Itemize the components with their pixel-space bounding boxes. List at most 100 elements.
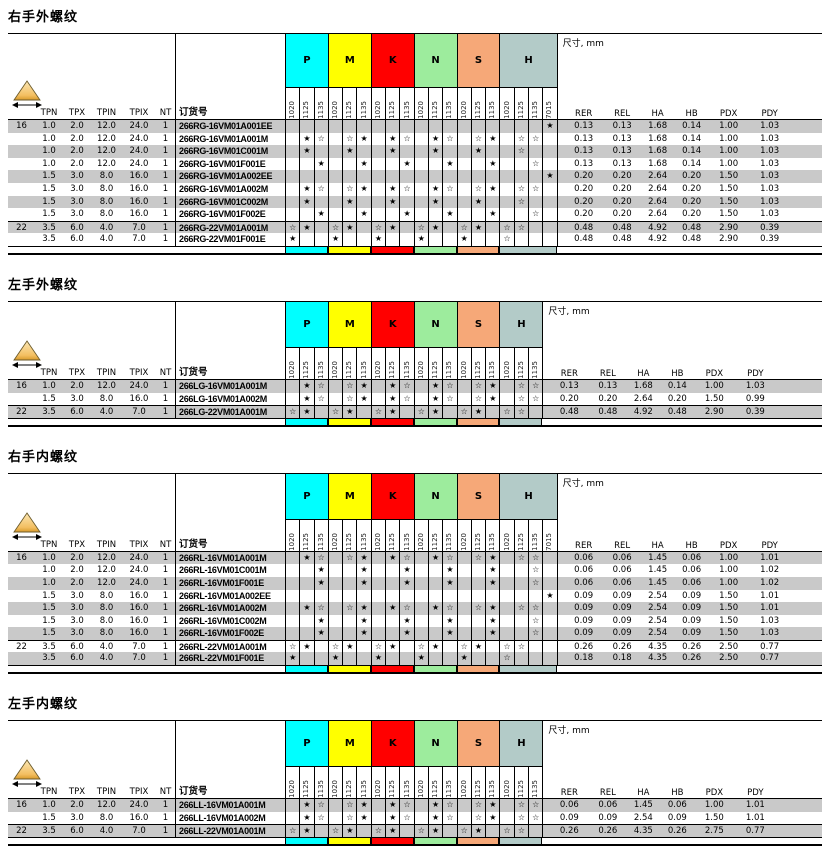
dim-value: 0.13: [612, 121, 632, 131]
grade-availability-cell: [470, 120, 485, 133]
insert-row: 1.0 2.0 12.0 24.0 1 266RL-16VM01F001E ★ ★ ★ ★ ★ ☆ 0.…: [8, 576, 822, 590]
grade-subcolumns: 1020 1125 1135: [415, 519, 457, 551]
grade-availability-cell: [413, 145, 428, 158]
grade-letter: M: [328, 34, 371, 88]
grade-availability-cell: [299, 627, 313, 640]
dim-column-label: HB: [685, 540, 698, 551]
insert-row: 1.5 3.0 8.0 16.0 1 266LG-16VM01A002M ★ ☆ ☆ ★ ★ ☆ ★ ☆ ☆…: [8, 392, 822, 406]
filled-star-icon: ★: [385, 182, 399, 196]
dim-value: 4.92: [648, 234, 668, 245]
spec-cell: 16.0: [129, 628, 149, 639]
size-column-label: [8, 108, 35, 118]
grade-subcolumn: 1135: [356, 519, 370, 551]
grade-availability-cell: [485, 145, 499, 158]
grade-subcolumn-label: 1125: [474, 532, 482, 551]
outline-star-icon: ☆: [513, 132, 528, 146]
grade-availability-cell: [285, 195, 299, 209]
grade-letter: K: [371, 721, 414, 768]
dim-value: 0.26: [559, 826, 579, 837]
filled-star-icon: ★: [356, 379, 370, 393]
outline-star-icon: ☆: [513, 406, 528, 418]
filled-star-icon: ★: [427, 602, 442, 615]
grade-color-bar: [285, 246, 328, 253]
spec-cell: 1: [162, 222, 169, 233]
dim-value: 0.09: [574, 603, 594, 614]
grade-group-header: H 1020 1125 1135: [499, 721, 543, 799]
grade-subcolumn-label: 1125: [345, 780, 354, 799]
grade-availability-cell: [499, 145, 513, 158]
spec-cell: 2.0: [70, 158, 84, 169]
dim-value: 0.39: [760, 234, 780, 245]
grade-availability-cell: [313, 170, 328, 183]
dim-column-label: PDY: [747, 788, 764, 799]
outline-star-icon: ☆: [342, 602, 356, 615]
grade-subcolumn: 1125: [427, 767, 442, 799]
filled-star-icon: ★: [299, 392, 313, 406]
grade-availability-cell: [285, 379, 299, 393]
dim-column-label: HB: [671, 368, 684, 379]
spec-column-label: TPX: [68, 787, 86, 798]
grade-availability-cell: [313, 120, 328, 133]
insert-row: 22 3.5 6.0 4.0 7.0 1 266RL-22VM01A001M ☆ ★ ☆ ★ ☆ ★ ☆ ★…: [8, 639, 822, 653]
grade-subcolumn-label: 1020: [459, 361, 468, 379]
grade-subcolumn-label: 1135: [488, 101, 497, 119]
grade-availability-cell: [456, 157, 471, 171]
grade-availability-cell: [370, 132, 385, 146]
grade-availability-cell: [399, 120, 413, 133]
dim-value: 0.48: [574, 222, 594, 233]
dim-value: 0.06: [682, 577, 702, 588]
grade-group-header: S 1020 1125 1135: [456, 721, 500, 799]
spec-cell: 3.0: [70, 628, 84, 639]
dim-value: 1.03: [760, 121, 780, 131]
filled-star-icon: ★: [485, 811, 499, 825]
dim-value: 0.09: [559, 812, 579, 823]
filled-star-icon: ★: [427, 640, 442, 653]
grade-subcolumn: 1020: [329, 767, 342, 798]
spec-cell: 1.5: [42, 171, 56, 182]
spec-cell: 7.0: [132, 222, 146, 233]
grade-availability-cell: [528, 221, 542, 234]
grade-letter: M: [328, 301, 371, 348]
filled-star-icon: ★: [470, 145, 485, 158]
order-number: 266LG-16VM01A001M: [175, 379, 285, 393]
dim-value: 0.13: [574, 158, 594, 169]
grade-availability-cell: [499, 170, 513, 183]
spec-cell: 1.0: [42, 577, 56, 588]
grade-subcolumns: 1020 1125 1135: [329, 88, 371, 119]
grade-subcolumns: 1020 1125 1135: [329, 347, 371, 379]
filled-star-icon: ★: [299, 182, 313, 196]
order-number: 266RG-16VM01A002EE: [175, 170, 285, 183]
spec-cell: 1: [162, 209, 169, 220]
spec-cell: 8.0: [99, 209, 114, 220]
spec-cell: 2.0: [70, 552, 84, 563]
grade-availability-cell: [342, 576, 356, 590]
grade-subcolumns: 1020 1125 1135: [286, 347, 328, 379]
grade-availability-cell: [542, 652, 556, 666]
filled-star-icon: ★: [356, 182, 370, 196]
grade-subcolumn-label: 1020: [502, 361, 511, 379]
dims-cell: 0.20 0.20 2.64 0.20 1.50 1.03: [556, 182, 822, 196]
dim-value: 0.20: [612, 209, 632, 220]
grade-availability-cell: [299, 589, 313, 603]
grade-availability-cell: [442, 652, 456, 666]
grade-subcolumns: 1020 1125 1135: [415, 88, 457, 119]
grade-availability-cell: [499, 627, 513, 640]
filled-star-icon: ★: [385, 640, 399, 653]
grade-availability-cell: [370, 627, 385, 640]
dim-value: 0.26: [574, 641, 594, 652]
dim-value: 1.02: [760, 565, 780, 576]
spec-column-label: TPIX: [129, 108, 149, 118]
spec-header-area: TPN TPX TPIN TPIX NT: [8, 34, 175, 119]
dim-column-label: HB: [671, 788, 684, 799]
spec-cell: 1.0: [42, 552, 56, 563]
spec-cell: 16.0: [129, 603, 149, 614]
dim-value: 0.20: [682, 171, 702, 182]
dims-cell: 0.48 0.48 4.92 0.48 2.90 0.39: [542, 406, 822, 418]
insert-row: 3.5 6.0 4.0 7.0 1 266RL-22VM01F001E ★ ★ ★ ★ ★ ☆ 0.18…: [8, 652, 822, 666]
outline-star-icon: ☆: [442, 799, 456, 812]
grade-availability-cell: [485, 233, 499, 246]
grade-color-bar: [327, 418, 371, 425]
dim-value: 0.20: [667, 393, 687, 404]
grade-subcolumn-label: 1020: [416, 532, 425, 551]
outline-star-icon: ☆: [413, 640, 428, 653]
